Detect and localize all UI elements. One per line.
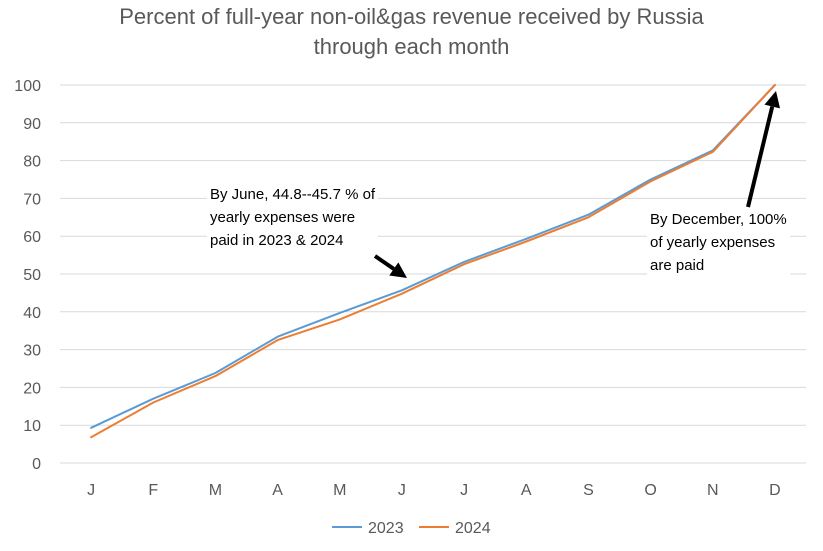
annotation-december-line-2: of yearly expenses xyxy=(650,234,776,251)
annotation-december-line-1: By December, 100% xyxy=(650,211,787,228)
x-tick-label: F xyxy=(148,482,158,499)
annotation-june-line-3: paid in 2023 & 2024 xyxy=(210,232,344,249)
annotation-june: By June, 44.8--45.7 % of yearly expenses… xyxy=(207,183,379,252)
x-tick-label: J xyxy=(398,482,406,499)
series-line-2023 xyxy=(90,84,776,429)
x-tick-label: M xyxy=(333,482,346,499)
y-tick-label: 100 xyxy=(14,78,41,95)
y-tick-label: 80 xyxy=(23,154,41,171)
legend-label-2024: 2024 xyxy=(455,520,491,537)
annotation-december: By December, 100% of yearly expenses are… xyxy=(647,208,790,277)
y-tick-label: 10 xyxy=(23,418,41,435)
annotation-june-line-2: yearly expenses were xyxy=(210,209,356,226)
y-tick-label: 40 xyxy=(23,305,41,322)
x-tick-label: A xyxy=(272,482,283,499)
x-tick-label: J xyxy=(87,482,95,499)
series-line-2024 xyxy=(90,84,776,439)
y-tick-label: 0 xyxy=(32,456,41,473)
chart-title-line-1: Percent of full-year non-oil&gas revenue… xyxy=(119,4,704,29)
y-tick-label: 60 xyxy=(23,229,41,246)
legend: 2023 2024 xyxy=(332,520,491,537)
x-tick-label: M xyxy=(209,482,222,499)
x-tick-label: S xyxy=(583,482,594,499)
y-tick-label: 70 xyxy=(23,191,41,208)
y-axis-tick-labels: 0 10 20 30 40 50 60 70 80 90 100 xyxy=(14,78,41,473)
x-tick-label: D xyxy=(769,482,781,499)
x-tick-label: J xyxy=(460,482,468,499)
y-tick-label: 20 xyxy=(23,380,41,397)
y-tick-label: 90 xyxy=(23,116,41,133)
x-tick-label: N xyxy=(707,482,719,499)
chart-title-line-2: through each month xyxy=(313,34,510,59)
series-lines xyxy=(90,84,776,439)
y-tick-label: 50 xyxy=(23,267,41,284)
annotation-december-line-3: are paid xyxy=(650,257,705,274)
x-tick-label: O xyxy=(644,482,656,499)
annotation-june-line-1: By June, 44.8--45.7 % of xyxy=(210,186,376,203)
x-tick-label: A xyxy=(521,482,532,499)
arrow-to-june xyxy=(373,254,407,278)
arrow-to-december xyxy=(746,91,781,208)
annotation-arrows xyxy=(373,91,781,278)
y-tick-label: 30 xyxy=(23,343,41,360)
legend-label-2023: 2023 xyxy=(368,520,404,537)
